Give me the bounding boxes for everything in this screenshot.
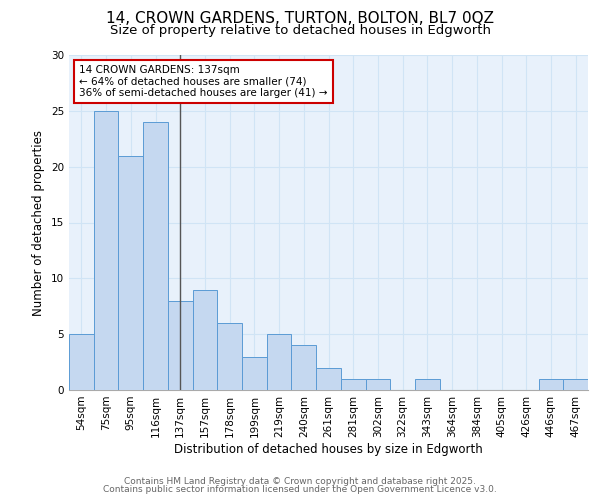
- Bar: [563, 379, 588, 390]
- Bar: [143, 122, 168, 390]
- Bar: [292, 346, 316, 390]
- Text: 14 CROWN GARDENS: 137sqm
← 64% of detached houses are smaller (74)
36% of semi-d: 14 CROWN GARDENS: 137sqm ← 64% of detach…: [79, 65, 328, 98]
- Text: 14, CROWN GARDENS, TURTON, BOLTON, BL7 0QZ: 14, CROWN GARDENS, TURTON, BOLTON, BL7 0…: [106, 11, 494, 26]
- Bar: [193, 290, 217, 390]
- Bar: [69, 334, 94, 390]
- Bar: [118, 156, 143, 390]
- X-axis label: Distribution of detached houses by size in Edgworth: Distribution of detached houses by size …: [174, 442, 483, 456]
- Bar: [365, 379, 390, 390]
- Bar: [415, 379, 440, 390]
- Bar: [168, 300, 193, 390]
- Bar: [341, 379, 365, 390]
- Bar: [217, 323, 242, 390]
- Text: Contains public sector information licensed under the Open Government Licence v3: Contains public sector information licen…: [103, 484, 497, 494]
- Bar: [242, 356, 267, 390]
- Text: Size of property relative to detached houses in Edgworth: Size of property relative to detached ho…: [110, 24, 491, 37]
- Text: Contains HM Land Registry data © Crown copyright and database right 2025.: Contains HM Land Registry data © Crown c…: [124, 477, 476, 486]
- Y-axis label: Number of detached properties: Number of detached properties: [32, 130, 46, 316]
- Bar: [267, 334, 292, 390]
- Bar: [94, 111, 118, 390]
- Bar: [539, 379, 563, 390]
- Bar: [316, 368, 341, 390]
